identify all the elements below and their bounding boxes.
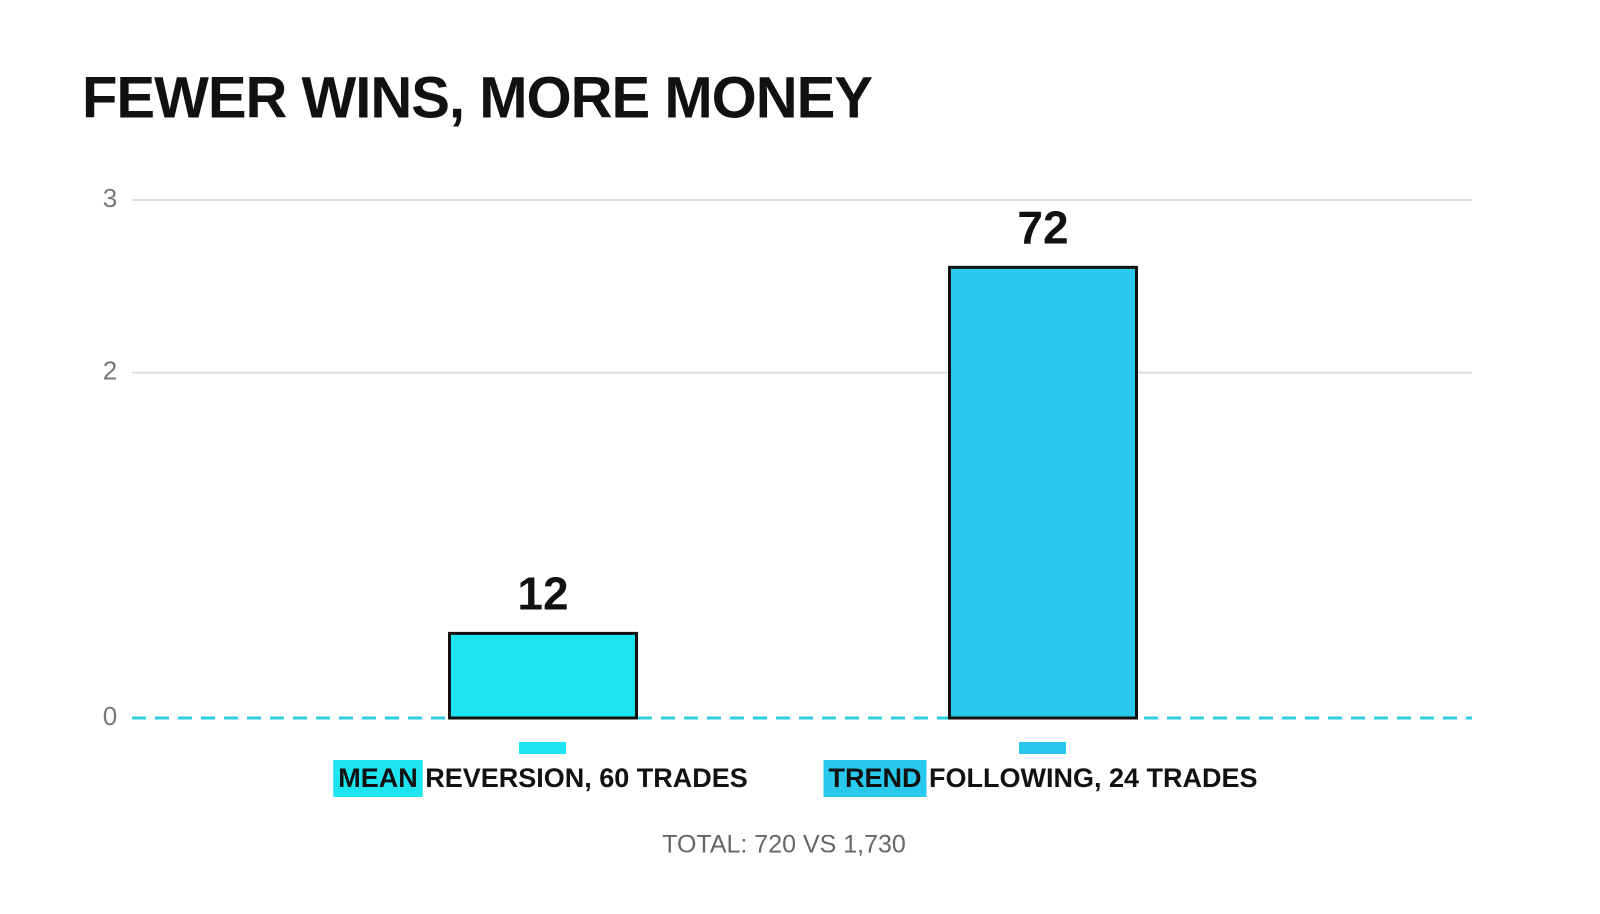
- y-tick-label: 0: [103, 701, 117, 731]
- value-label: 72: [1017, 201, 1068, 253]
- y-tick-label: 2: [103, 356, 117, 386]
- x-tick-label: MEAN REVERSION, 60 TRADES: [338, 763, 748, 793]
- legend-swatch: [519, 742, 566, 754]
- bar: [448, 631, 638, 720]
- label-highlight: [823, 760, 927, 797]
- note: TOTAL: 720 VS 1,730: [662, 831, 906, 859]
- y-tick-label: 3: [103, 183, 117, 213]
- bar: [948, 265, 1138, 720]
- x-tick-label: TREND FOLLOWING, 24 TRADES: [828, 763, 1257, 793]
- legend-swatch: [1019, 742, 1066, 754]
- label-highlight: [333, 760, 423, 797]
- value-label: 12: [517, 568, 568, 620]
- chart-title: FEWER WINS, MORE MONEY: [82, 65, 872, 130]
